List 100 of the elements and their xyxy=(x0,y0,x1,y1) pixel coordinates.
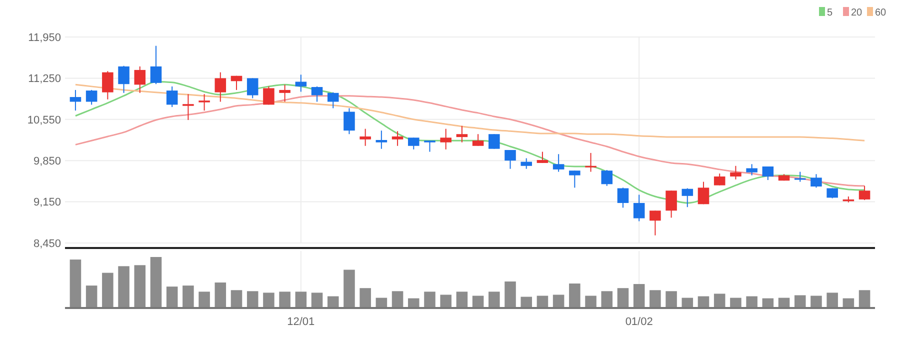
candlestick xyxy=(150,45,162,85)
candlestick xyxy=(392,130,404,146)
bar xyxy=(794,295,806,308)
bar xyxy=(182,286,194,308)
candlestick xyxy=(456,125,468,143)
candlestick xyxy=(472,134,484,146)
candlestick xyxy=(198,94,210,112)
candlestick xyxy=(698,181,710,205)
bar xyxy=(601,291,613,308)
candlestick xyxy=(311,86,323,102)
candlestick xyxy=(360,128,371,146)
x-tick-label: 12/01 xyxy=(287,316,315,328)
candlestick xyxy=(440,128,452,150)
candlestick xyxy=(246,78,258,99)
candlestick xyxy=(424,140,436,152)
bar xyxy=(456,292,468,308)
candlestick xyxy=(650,210,661,236)
bar xyxy=(360,288,371,308)
bar xyxy=(858,290,870,308)
candlestick xyxy=(134,66,146,94)
candlestick xyxy=(408,137,420,150)
bar xyxy=(633,284,645,308)
bar xyxy=(70,260,82,308)
candlestick xyxy=(552,154,564,172)
bar xyxy=(826,292,838,308)
bar xyxy=(327,296,339,308)
candlestick xyxy=(536,151,548,164)
candlestick xyxy=(230,75,242,90)
bar xyxy=(344,270,355,308)
bar xyxy=(295,292,307,308)
candlestick xyxy=(327,92,339,109)
x-tick-label: 01/02 xyxy=(625,316,653,328)
bar xyxy=(746,296,758,308)
candlestick xyxy=(263,86,274,106)
bar xyxy=(504,281,516,308)
bar xyxy=(552,294,564,308)
bar xyxy=(730,298,742,308)
candlestick xyxy=(166,86,178,108)
bar xyxy=(650,290,661,308)
legend-label: 5 xyxy=(827,8,833,18)
candlestick xyxy=(617,187,629,208)
y-tick-label: 9,850 xyxy=(33,155,61,168)
candlestick xyxy=(86,89,98,106)
candlestick xyxy=(730,165,742,180)
bar xyxy=(230,290,242,308)
candlestick xyxy=(214,72,226,102)
y-tick-label: 9,150 xyxy=(33,196,61,209)
bar xyxy=(424,292,436,308)
candlestick xyxy=(279,84,290,102)
candlestick xyxy=(376,130,388,150)
bar xyxy=(118,266,130,308)
candlestick xyxy=(488,134,500,150)
y-tick-label: 11,250 xyxy=(28,73,61,86)
candlestick xyxy=(682,188,694,208)
candlestick xyxy=(633,194,645,222)
candlestick xyxy=(601,170,613,186)
bar xyxy=(311,292,323,308)
bar xyxy=(166,286,178,308)
bar xyxy=(617,288,629,308)
bar xyxy=(263,292,274,308)
bar xyxy=(150,257,162,308)
bar xyxy=(666,291,677,308)
candlestick xyxy=(569,170,580,188)
bar xyxy=(246,291,258,308)
bar xyxy=(440,294,452,308)
candlestick xyxy=(746,164,758,176)
candlestick xyxy=(585,152,596,172)
bar xyxy=(520,296,532,308)
candlestick xyxy=(102,70,114,100)
y-tick-label: 8,450 xyxy=(33,238,61,250)
bar xyxy=(392,291,404,308)
candlestick xyxy=(70,89,82,112)
candlestick xyxy=(794,171,806,182)
candlestick xyxy=(858,185,870,201)
bar xyxy=(810,296,822,308)
bar xyxy=(279,292,290,308)
candlestick xyxy=(520,158,532,170)
legend-label: 20 xyxy=(851,8,863,18)
candlestick xyxy=(118,65,130,94)
bar xyxy=(714,294,726,308)
candlestick xyxy=(714,173,726,186)
bar xyxy=(488,292,500,308)
candlestick xyxy=(810,174,822,188)
y-tick-label: 11,950 xyxy=(28,32,61,44)
candlestick xyxy=(344,108,355,135)
line-series xyxy=(74,84,866,142)
candlestick xyxy=(295,74,307,92)
bar xyxy=(569,284,580,308)
candlestick xyxy=(666,190,677,218)
bar xyxy=(134,265,146,308)
bar xyxy=(214,282,226,308)
bar xyxy=(102,272,114,308)
bar xyxy=(198,292,210,308)
candlestick xyxy=(504,150,516,170)
legend-label: 60 xyxy=(875,8,887,18)
candlestick xyxy=(182,94,194,120)
candlestick xyxy=(762,166,774,181)
bar xyxy=(86,286,98,308)
y-tick-label: 10,550 xyxy=(27,114,61,126)
bar xyxy=(585,296,596,308)
